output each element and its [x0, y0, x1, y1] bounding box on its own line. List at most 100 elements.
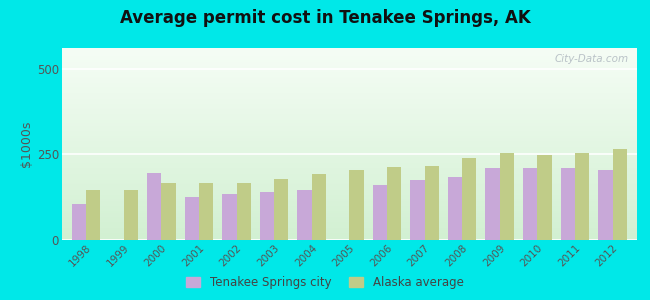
Bar	[62, 146, 637, 147]
Bar	[62, 225, 637, 226]
Bar	[62, 168, 637, 169]
Bar	[62, 120, 637, 121]
Bar	[62, 136, 637, 137]
Bar	[62, 199, 637, 200]
Bar	[62, 230, 637, 231]
Bar	[62, 157, 637, 158]
Bar	[538, 155, 552, 240]
Bar	[62, 98, 637, 99]
Bar	[62, 137, 637, 138]
Bar	[62, 75, 637, 76]
Bar	[62, 215, 637, 216]
Bar	[62, 72, 637, 73]
Bar	[62, 96, 637, 97]
Bar	[62, 186, 637, 187]
Bar	[62, 73, 637, 74]
Bar	[575, 153, 590, 240]
Bar	[62, 49, 637, 50]
Bar	[62, 182, 637, 183]
Bar	[62, 125, 637, 126]
Bar	[62, 164, 637, 165]
Bar	[62, 205, 637, 206]
Bar	[350, 170, 363, 240]
Bar	[62, 92, 637, 93]
Bar	[62, 221, 637, 222]
Bar	[561, 168, 575, 240]
Bar	[62, 74, 637, 75]
Bar	[185, 197, 199, 240]
Bar	[62, 219, 637, 220]
Bar	[62, 160, 637, 161]
Bar	[62, 169, 637, 170]
Bar	[62, 197, 637, 198]
Bar	[62, 213, 637, 214]
Bar	[62, 68, 637, 69]
Bar	[62, 103, 637, 104]
Bar	[62, 237, 637, 238]
Bar	[62, 55, 637, 56]
Bar	[62, 155, 637, 157]
Bar	[62, 71, 637, 72]
Bar	[62, 145, 637, 146]
Bar	[486, 168, 500, 240]
Bar	[62, 91, 637, 92]
Bar	[523, 168, 538, 240]
Bar	[62, 109, 637, 110]
Bar	[62, 210, 637, 211]
Bar	[62, 172, 637, 173]
Bar	[62, 115, 637, 116]
Bar	[161, 183, 176, 240]
Bar	[62, 63, 637, 64]
Bar	[237, 183, 251, 240]
Bar	[62, 193, 637, 194]
Bar	[62, 81, 637, 82]
Bar	[62, 99, 637, 100]
Bar	[62, 59, 637, 61]
Bar	[598, 170, 612, 240]
Bar	[62, 147, 637, 148]
Bar	[62, 52, 637, 53]
Bar	[62, 194, 637, 195]
Text: Average permit cost in Tenakee Springs, AK: Average permit cost in Tenakee Springs, …	[120, 9, 530, 27]
Bar	[62, 217, 637, 218]
Bar	[62, 61, 637, 62]
Bar	[62, 133, 637, 134]
Bar	[62, 77, 637, 78]
Bar	[62, 54, 637, 55]
Bar	[62, 83, 637, 85]
Bar	[448, 177, 462, 240]
Bar	[62, 118, 637, 119]
Bar	[62, 209, 637, 210]
Bar	[62, 195, 637, 196]
Bar	[62, 121, 637, 122]
Bar	[62, 235, 637, 236]
Bar	[62, 124, 637, 125]
Bar	[612, 149, 627, 240]
Bar	[62, 53, 637, 54]
Bar	[62, 90, 637, 91]
Bar	[62, 126, 637, 127]
Bar	[372, 185, 387, 240]
Bar	[62, 233, 637, 234]
Bar	[62, 100, 637, 101]
Bar	[62, 227, 637, 229]
Bar	[62, 80, 637, 81]
Bar	[62, 185, 637, 186]
Bar	[62, 129, 637, 130]
Bar	[62, 66, 637, 67]
Bar	[62, 122, 637, 123]
Bar	[62, 97, 637, 98]
Y-axis label: $1000s: $1000s	[20, 121, 32, 167]
Bar	[62, 139, 637, 140]
Bar	[62, 189, 637, 190]
Bar	[62, 85, 637, 86]
Bar	[62, 238, 637, 239]
Bar	[62, 173, 637, 174]
Bar	[62, 207, 637, 208]
Bar	[62, 231, 637, 232]
Bar	[62, 95, 637, 96]
Bar	[62, 229, 637, 230]
Bar	[62, 94, 637, 95]
Text: City-Data.com: City-Data.com	[554, 54, 629, 64]
Bar	[62, 154, 637, 155]
